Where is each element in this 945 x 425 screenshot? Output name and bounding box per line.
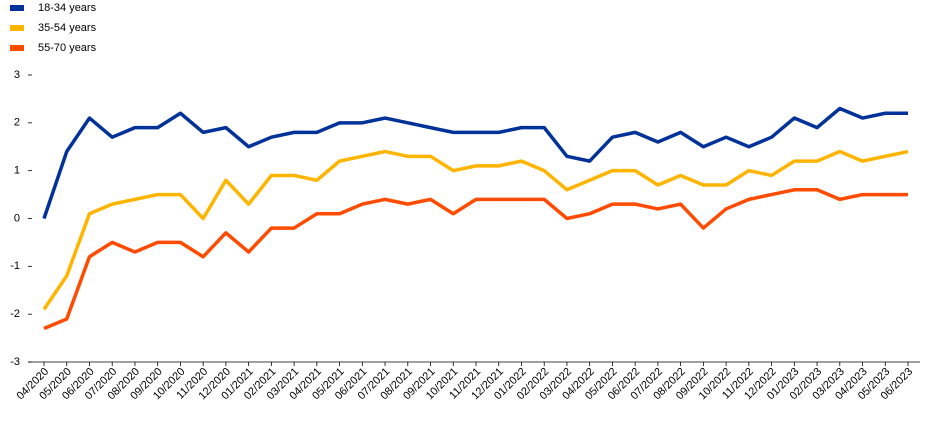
y-tick-label: -3: [10, 356, 20, 368]
legend-label: 35-54 years: [38, 22, 97, 34]
legend-label: 55-70 years: [38, 42, 97, 54]
y-tick-label: 1: [14, 165, 20, 177]
series-line: [42, 106, 908, 220]
legend-label: 18-34 years: [38, 2, 97, 14]
series-line: [43, 188, 908, 331]
y-tick-label: 0: [14, 212, 20, 224]
series-line: [42, 149, 909, 311]
legend-swatch: [10, 5, 24, 11]
y-tick-label: 3: [14, 69, 20, 81]
y-tick-label: -2: [10, 308, 20, 320]
y-tick-label: 2: [14, 117, 20, 129]
legend-swatch: [10, 25, 24, 31]
y-tick-label: -1: [10, 260, 20, 272]
legend-swatch: [10, 45, 24, 51]
